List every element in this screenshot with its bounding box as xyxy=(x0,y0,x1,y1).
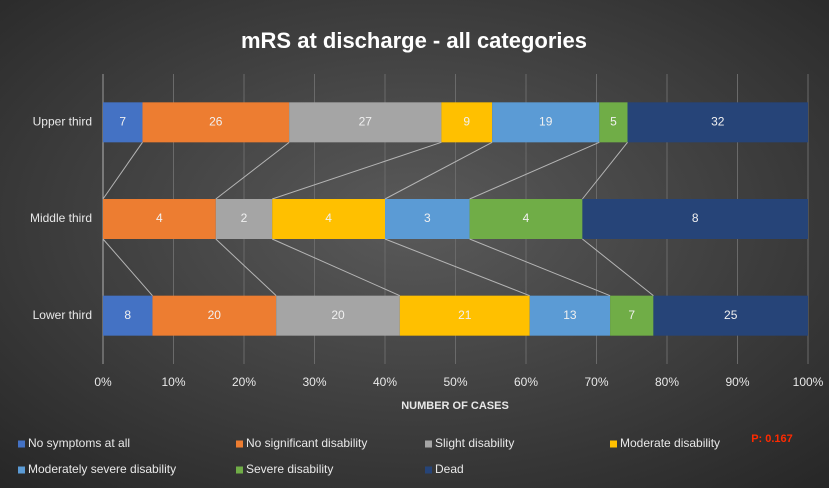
x-tick-label: 50% xyxy=(443,375,467,389)
data-label: 32 xyxy=(711,115,725,129)
chart-title: mRS at discharge - all categories xyxy=(241,28,587,53)
x-tick-label: 100% xyxy=(793,375,824,389)
data-label: 7 xyxy=(119,115,126,129)
x-tick-label: 80% xyxy=(655,375,679,389)
series-line xyxy=(469,141,600,200)
data-label: 26 xyxy=(209,115,223,129)
y-tick-label: Middle third xyxy=(30,211,92,225)
bar-segment xyxy=(103,295,153,336)
bar-segment xyxy=(610,295,654,336)
series-line xyxy=(271,238,401,297)
x-tick-label: 20% xyxy=(232,375,256,389)
data-label: 5 xyxy=(610,115,617,129)
bar-segment xyxy=(152,295,277,336)
data-label: 8 xyxy=(692,211,699,225)
bar-segment xyxy=(399,295,530,336)
x-tick-label: 30% xyxy=(302,375,326,389)
data-label: 27 xyxy=(359,115,373,129)
legend-swatch xyxy=(425,440,432,448)
data-label: 20 xyxy=(331,308,345,322)
legend-label: Moderately severe disability xyxy=(28,462,176,476)
y-tick-label: Upper third xyxy=(33,115,92,129)
data-label: 4 xyxy=(325,211,332,225)
bar-segment xyxy=(582,199,808,239)
x-tick-label: 70% xyxy=(584,375,608,389)
series-line xyxy=(215,141,290,200)
legend-label: Moderate disability xyxy=(620,436,720,450)
data-label: 19 xyxy=(539,115,553,129)
bar-segment xyxy=(385,199,470,239)
legend-swatch xyxy=(610,440,617,448)
bar-segment xyxy=(289,102,442,143)
series-line xyxy=(582,238,654,297)
bar-segment xyxy=(215,199,273,239)
x-tick-label: 90% xyxy=(725,375,749,389)
annotation: P: 0.167 xyxy=(751,433,793,445)
bar-segment xyxy=(441,102,493,143)
series-line xyxy=(272,141,442,200)
bar-segment xyxy=(529,295,611,336)
legend-label: No symptoms at all xyxy=(28,436,130,450)
x-tick-label: 0% xyxy=(94,375,112,389)
data-label: 4 xyxy=(523,211,530,225)
x-tick-label: 40% xyxy=(373,375,397,389)
series-line xyxy=(469,238,611,297)
data-label: 2 xyxy=(241,211,248,225)
series-line xyxy=(384,238,530,297)
data-label: 9 xyxy=(463,115,470,129)
data-label: 21 xyxy=(458,308,472,322)
series-line xyxy=(102,238,153,296)
legend-label: Slight disability xyxy=(435,436,514,450)
data-label: 8 xyxy=(124,308,131,322)
data-label: 7 xyxy=(628,308,635,322)
y-tick-label: Lower third xyxy=(33,308,92,322)
series-line xyxy=(215,238,277,297)
bar-segment xyxy=(142,102,290,143)
bar-segment xyxy=(276,295,400,336)
series-line xyxy=(582,142,628,200)
legend-swatch xyxy=(18,440,25,448)
x-axis-title: NUMBER OF CASES xyxy=(401,400,509,412)
legend-swatch xyxy=(236,440,243,448)
bar-segment xyxy=(103,199,216,239)
x-tick-label: 60% xyxy=(514,375,538,389)
bar-segment xyxy=(492,102,600,143)
bar-segment xyxy=(599,102,628,143)
x-tick-label: 10% xyxy=(161,375,185,389)
legend-label: No significant disability xyxy=(246,436,367,450)
data-label: 20 xyxy=(208,308,222,322)
data-label: 4 xyxy=(156,211,163,225)
legend-swatch xyxy=(18,466,25,474)
bar-segment xyxy=(627,102,808,143)
data-label: 13 xyxy=(563,308,577,322)
legend-swatch xyxy=(236,466,243,474)
series-line xyxy=(102,142,143,200)
data-label: 25 xyxy=(724,308,738,322)
bar-segment xyxy=(469,199,583,239)
bar-segment xyxy=(653,295,808,336)
series-line xyxy=(384,141,493,200)
bar-segment xyxy=(103,102,143,143)
data-label: 3 xyxy=(424,211,431,225)
legend-label: Severe disability xyxy=(246,462,333,476)
bar-segment xyxy=(272,199,385,239)
legend-label: Dead xyxy=(435,462,464,476)
legend-swatch xyxy=(425,466,432,474)
